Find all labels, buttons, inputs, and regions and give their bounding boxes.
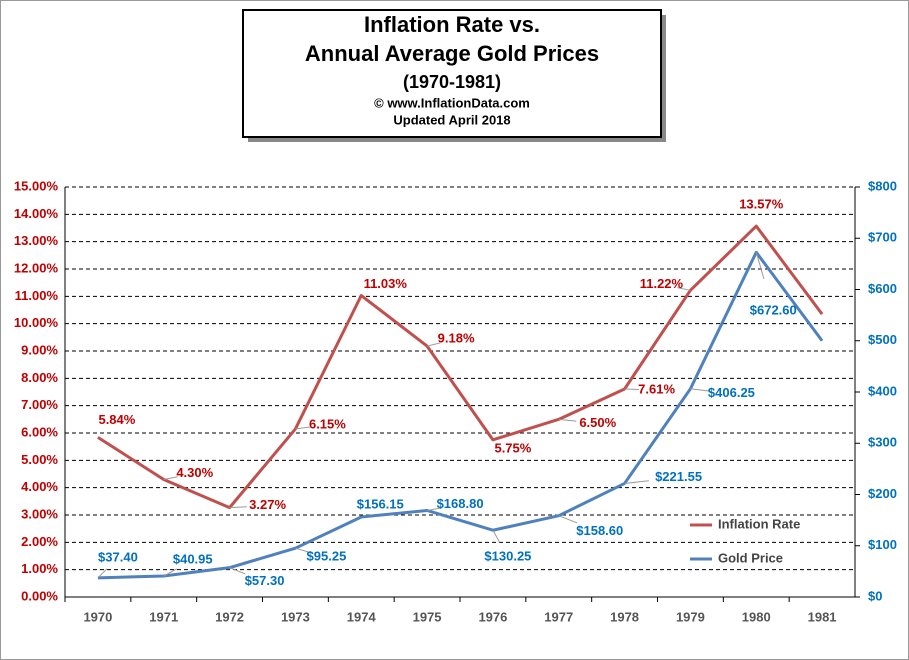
data-label: $406.25 xyxy=(708,385,755,400)
y-tick-label: 3.00% xyxy=(21,506,58,521)
data-label: $158.60 xyxy=(576,523,623,538)
x-tick-label: 1975 xyxy=(413,609,442,624)
data-label: $156.15 xyxy=(357,496,404,511)
leader-line xyxy=(426,342,441,347)
x-tick-label: 1977 xyxy=(544,609,573,624)
x-tick-label: 1971 xyxy=(149,609,178,624)
y2-tick-label: $700 xyxy=(868,230,897,245)
x-tick-label: 1976 xyxy=(478,609,507,624)
x-tick-label: 1978 xyxy=(610,609,639,624)
y2-tick-label: $500 xyxy=(868,332,897,347)
x-tick-label: 1970 xyxy=(83,609,112,624)
data-label: $130.25 xyxy=(484,549,531,564)
y-tick-label: 6.00% xyxy=(21,424,58,439)
y2-tick-label: $300 xyxy=(868,435,897,450)
updated: Updated April 2018 xyxy=(393,112,510,127)
data-label: 6.15% xyxy=(309,416,346,431)
data-label: 6.50% xyxy=(579,415,616,430)
leader-line xyxy=(755,252,765,279)
y2-tick-label: $200 xyxy=(868,486,897,501)
chart-title: Annual Average Gold Prices xyxy=(305,41,599,66)
y2-tick-label: $100 xyxy=(868,537,897,552)
y2-tick-label: $400 xyxy=(868,383,897,398)
y2-tick-label: $600 xyxy=(868,281,897,296)
data-label: $37.40 xyxy=(98,549,138,564)
y-tick-label: 2.00% xyxy=(21,534,58,549)
x-tick-label: 1973 xyxy=(281,609,310,624)
leader-line xyxy=(295,426,310,430)
source: © www.InflationData.com xyxy=(374,95,530,110)
leader-line xyxy=(163,476,178,480)
leader-line xyxy=(426,507,443,511)
y-tick-label: 8.00% xyxy=(21,370,58,385)
y-tick-label: 9.00% xyxy=(21,342,58,357)
leader-line xyxy=(295,547,310,553)
leader-line xyxy=(558,515,578,524)
leader-line xyxy=(558,418,577,422)
series-line xyxy=(97,250,824,580)
y-tick-label: 4.00% xyxy=(21,479,58,494)
y-tick-label: 7.00% xyxy=(21,397,58,412)
data-label: $168.80 xyxy=(437,496,484,511)
title-box xyxy=(242,9,662,138)
x-tick-label: 1980 xyxy=(742,609,771,624)
chart-title: Inflation Rate vs. xyxy=(364,12,540,37)
data-label: 7.61% xyxy=(638,381,675,396)
x-tick-label: 1974 xyxy=(347,609,377,624)
data-label: 4.30% xyxy=(176,465,213,480)
data-label: 5.84% xyxy=(98,412,135,427)
y-tick-label: 11.00% xyxy=(15,288,59,303)
data-label: 11.03% xyxy=(364,276,408,291)
data-label: 9.18% xyxy=(438,331,475,346)
data-label: $40.95 xyxy=(173,551,213,566)
legend-label: Gold Price xyxy=(718,550,783,565)
y-tick-label: 1.00% xyxy=(21,561,58,576)
leader-line xyxy=(229,567,246,575)
data-label: 3.27% xyxy=(249,497,286,512)
x-tick-label: 1981 xyxy=(808,609,837,624)
y-tick-label: 13.00% xyxy=(14,233,59,248)
y-tick-label: 0.00% xyxy=(21,588,58,603)
y-tick-label: 10.00% xyxy=(14,315,59,330)
leader-line xyxy=(97,568,108,579)
y-tick-label: 5.00% xyxy=(21,452,58,467)
y-tick-label: 12.00% xyxy=(14,260,59,275)
data-label: $672.60 xyxy=(750,303,797,318)
chart-subtitle: (1970-1981) xyxy=(403,72,501,92)
series-line xyxy=(97,224,824,510)
y2-tick-label: $800 xyxy=(868,178,897,193)
y2-tick-label: $0 xyxy=(868,588,882,603)
x-tick-label: 1972 xyxy=(215,609,244,624)
data-label: 11.22% xyxy=(640,276,684,291)
legend-label: Inflation Rate xyxy=(718,516,800,531)
data-label: $221.55 xyxy=(655,469,702,484)
data-label: $95.25 xyxy=(307,549,347,564)
y-tick-label: 14.00% xyxy=(14,206,59,221)
data-label: $57.30 xyxy=(245,573,285,588)
data-label: 5.75% xyxy=(494,440,531,455)
leader-line xyxy=(624,480,649,484)
leader-line xyxy=(163,568,178,577)
leader-line xyxy=(677,287,691,291)
y-tick-label: 15.00% xyxy=(14,178,59,193)
leader-line xyxy=(492,530,501,543)
x-tick-label: 1979 xyxy=(676,609,705,624)
data-label: 13.57% xyxy=(739,197,784,212)
leader-line xyxy=(229,506,247,509)
leader-line xyxy=(690,388,709,392)
